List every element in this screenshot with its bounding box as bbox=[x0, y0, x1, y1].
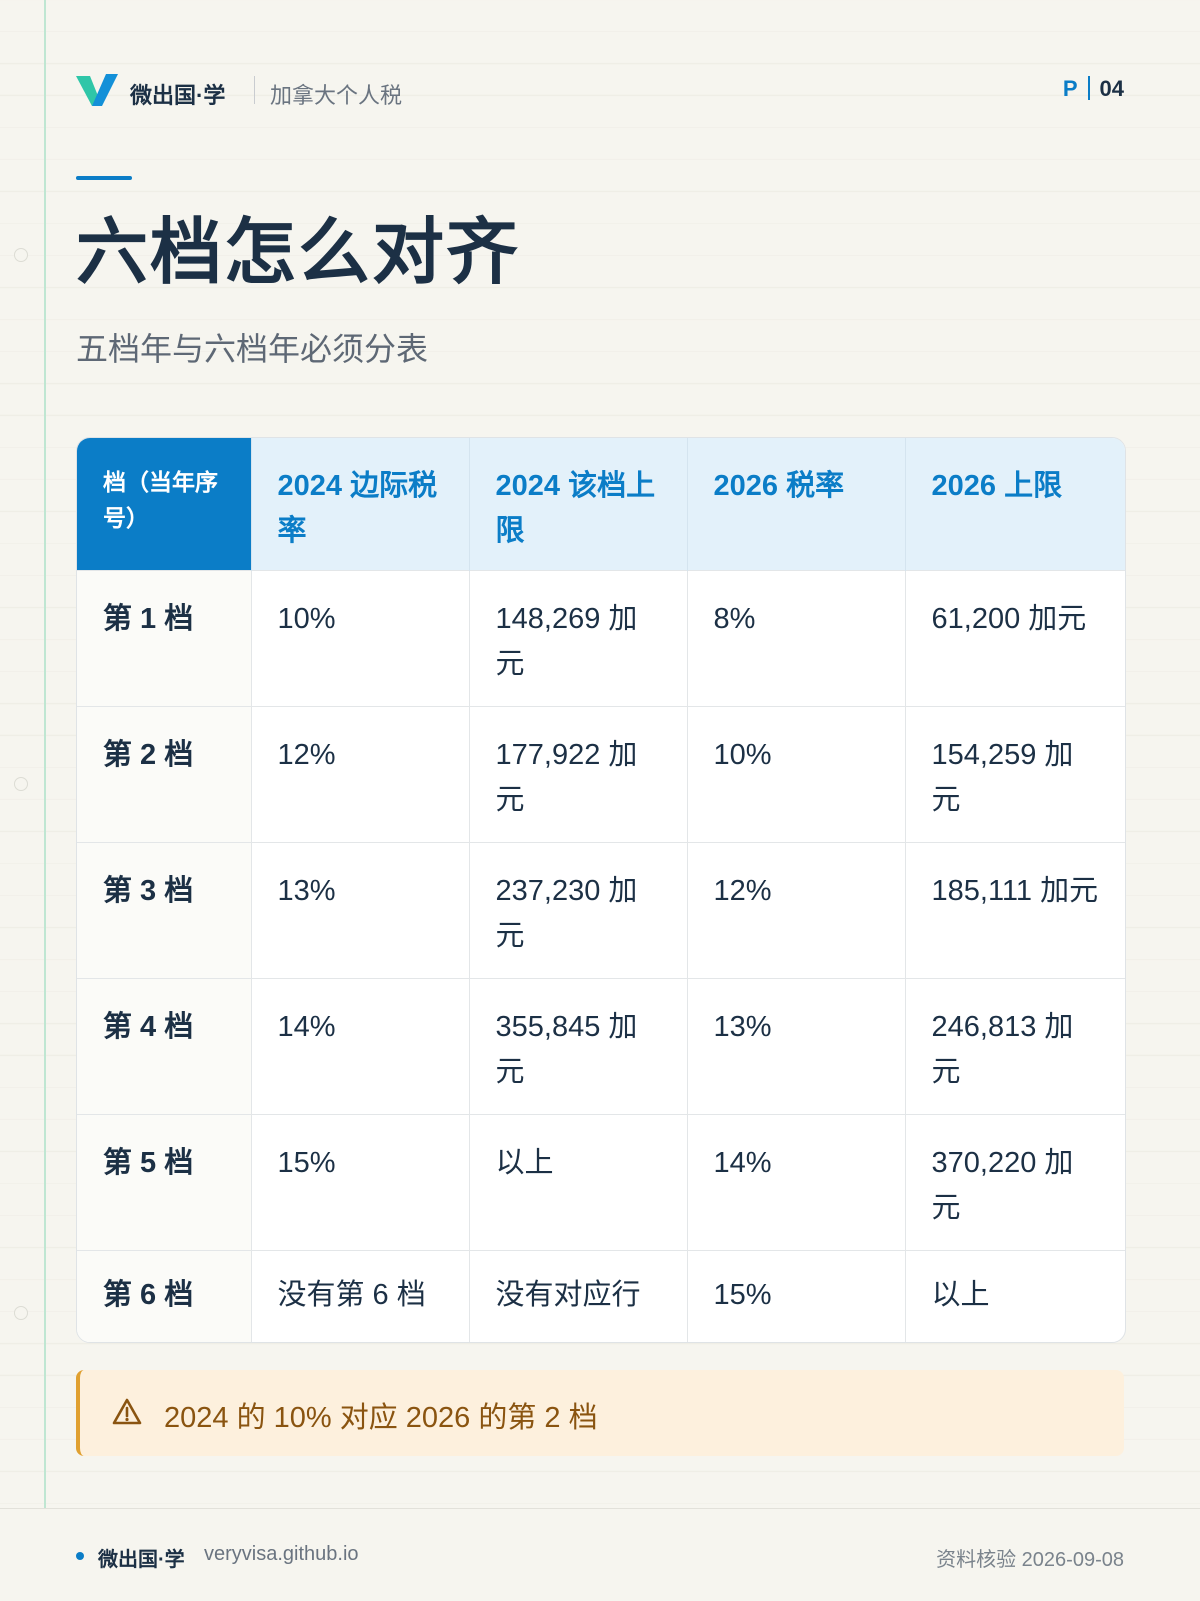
table-row: 第 2 档 12% 177,922 加元 10% 154,259 加元 bbox=[77, 705, 1125, 842]
table-cell: 355,845 加元 bbox=[468, 977, 687, 1114]
page-number: 04 bbox=[1099, 76, 1124, 101]
warning-text: 2024 的 10% 对应 2026 的第 2 档 bbox=[164, 1402, 598, 1434]
table-header-row: 档（当年序号） 2024 边际税率 2024 该档上限 2026 税率 2026… bbox=[77, 438, 1125, 570]
table-cell: 185,111 加元 bbox=[904, 841, 1125, 978]
table-cell: 177,922 加元 bbox=[468, 705, 687, 842]
column-header: 2024 该档上限 bbox=[468, 438, 687, 570]
table-cell: 10% bbox=[686, 705, 905, 842]
header-divider bbox=[254, 76, 255, 104]
table-cell: 10% bbox=[250, 569, 469, 706]
table-cell: 14% bbox=[686, 1113, 905, 1250]
table-cell: 12% bbox=[250, 705, 469, 842]
column-header: 档（当年序号） bbox=[77, 438, 251, 570]
section-name: 加拿大个人税 bbox=[270, 83, 403, 108]
warning-icon bbox=[112, 1398, 142, 1425]
page-indicator: P 04 bbox=[1063, 76, 1124, 102]
binder-hole bbox=[14, 248, 28, 262]
table-cell: 154,259 加元 bbox=[904, 705, 1125, 842]
title-accent-bar bbox=[76, 176, 132, 180]
table-cell: 15% bbox=[686, 1249, 905, 1342]
table-cell: 148,269 加元 bbox=[468, 569, 687, 706]
footer-url[interactable]: veryvisa.github.io bbox=[204, 1543, 359, 1565]
row-header: 第 5 档 bbox=[77, 1113, 251, 1250]
row-header: 第 4 档 bbox=[77, 977, 251, 1114]
table-cell: 15% bbox=[250, 1113, 469, 1250]
column-header: 2026 上限 bbox=[904, 438, 1125, 570]
page-subtitle: 五档年与六档年必须分表 bbox=[76, 331, 429, 367]
page-title: 六档怎么对齐 bbox=[76, 213, 521, 293]
footer-brand: 微出国·学 bbox=[98, 1549, 185, 1571]
notebook-margin-line bbox=[44, 0, 46, 1508]
table-row: 第 4 档 14% 355,845 加元 13% 246,813 加元 bbox=[77, 977, 1125, 1114]
row-header: 第 6 档 bbox=[77, 1249, 251, 1342]
table-cell: 246,813 加元 bbox=[904, 977, 1125, 1114]
table-cell: 8% bbox=[686, 569, 905, 706]
row-header: 第 3 档 bbox=[77, 841, 251, 978]
table-cell: 12% bbox=[686, 841, 905, 978]
table-cell: 61,200 加元 bbox=[904, 569, 1125, 706]
page-divider bbox=[1087, 76, 1090, 100]
verification-date: 资料核验 2026-09-08 bbox=[936, 1549, 1124, 1571]
brand-name: 微出国·学 bbox=[130, 83, 226, 108]
binder-hole bbox=[14, 777, 28, 791]
table-cell: 没有第 6 档 bbox=[250, 1249, 469, 1342]
table-cell: 14% bbox=[250, 977, 469, 1114]
table-row: 第 1 档 10% 148,269 加元 8% 61,200 加元 bbox=[77, 569, 1125, 706]
page-footer: 微出国·学 veryvisa.github.io 资料核验 2026-09-08 bbox=[0, 1508, 1200, 1601]
column-header: 2024 边际税率 bbox=[250, 438, 469, 570]
table-cell: 13% bbox=[250, 841, 469, 978]
column-header: 2026 税率 bbox=[686, 438, 905, 570]
table-row: 第 3 档 13% 237,230 加元 12% 185,111 加元 bbox=[77, 841, 1125, 978]
table-cell: 370,220 加元 bbox=[904, 1113, 1125, 1250]
page-header: 微出国·学 加拿大个人税 P 04 bbox=[76, 68, 1124, 112]
footer-dot bbox=[76, 1552, 84, 1560]
table-cell: 13% bbox=[686, 977, 905, 1114]
tax-bracket-table: 档（当年序号） 2024 边际税率 2024 该档上限 2026 税率 2026… bbox=[76, 437, 1126, 1343]
brand-logo-icon bbox=[76, 74, 118, 106]
table-row: 第 5 档 15% 以上 14% 370,220 加元 bbox=[77, 1113, 1125, 1250]
table-cell: 237,230 加元 bbox=[468, 841, 687, 978]
binder-hole bbox=[14, 1306, 28, 1320]
row-header: 第 1 档 bbox=[77, 569, 251, 706]
page-prefix: P bbox=[1062, 76, 1078, 101]
table-cell: 没有对应行 bbox=[468, 1249, 687, 1342]
table-cell: 以上 bbox=[468, 1113, 687, 1250]
table-row: 第 6 档 没有第 6 档 没有对应行 15% 以上 bbox=[77, 1249, 1125, 1342]
warning-note: 2024 的 10% 对应 2026 的第 2 档 bbox=[76, 1370, 1124, 1456]
row-header: 第 2 档 bbox=[77, 705, 251, 842]
table-cell: 以上 bbox=[904, 1249, 1125, 1342]
